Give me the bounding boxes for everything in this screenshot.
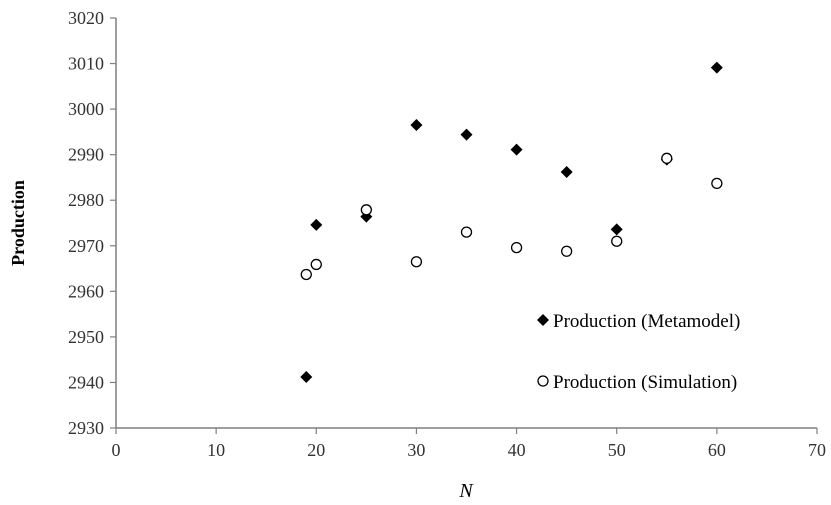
legend-label-metamodel: Production (Metamodel) bbox=[553, 311, 740, 332]
simulation-point bbox=[661, 152, 673, 164]
x-tick-label: 20 bbox=[307, 440, 325, 460]
metamodel-point bbox=[410, 119, 423, 132]
metamodel-point bbox=[710, 61, 723, 74]
axes bbox=[115, 18, 817, 429]
simulation-point bbox=[611, 235, 623, 247]
x-tick-label: 0 bbox=[112, 440, 121, 460]
simulation-point bbox=[300, 268, 312, 281]
x-tick-label: 50 bbox=[608, 440, 626, 460]
simulation-point bbox=[510, 241, 523, 254]
y-ticks: 2930 2940 2950 2960 2970 2980 2990 3000 3010 3020 bbox=[68, 8, 116, 438]
x-tick-label: 70 bbox=[808, 440, 826, 460]
legend-circle-marker bbox=[537, 375, 549, 387]
y-axis-title: Production bbox=[8, 180, 28, 266]
y-tick-label: 2960 bbox=[68, 281, 104, 301]
legend-item-metamodel: Production (Metamodel) bbox=[537, 311, 740, 332]
metamodel-point bbox=[510, 143, 523, 156]
simulation-point bbox=[560, 245, 573, 257]
metamodel-point bbox=[300, 370, 313, 383]
simulation-point bbox=[711, 177, 723, 190]
legend-diamond-marker bbox=[537, 314, 549, 326]
y-tick-label: 3010 bbox=[68, 54, 104, 74]
simulation-point bbox=[310, 258, 322, 271]
x-tick-label: 60 bbox=[708, 440, 726, 460]
y-tick-label: 2980 bbox=[68, 190, 104, 210]
x-tick-label: 30 bbox=[407, 440, 425, 460]
y-tick-label: 3000 bbox=[68, 99, 104, 119]
simulation-point bbox=[410, 256, 423, 268]
data-points bbox=[300, 61, 723, 383]
legend: Production (Metamodel) Production (Simul… bbox=[537, 311, 740, 393]
y-tick-label: 3020 bbox=[68, 8, 104, 28]
simulation-point bbox=[460, 226, 473, 238]
x-tick-label: 10 bbox=[207, 440, 225, 460]
y-tick-label: 2990 bbox=[68, 145, 104, 165]
simulation-point bbox=[360, 204, 373, 216]
y-tick-label: 2970 bbox=[68, 236, 104, 256]
metamodel-point bbox=[610, 223, 623, 236]
y-tick-label: 2950 bbox=[68, 327, 104, 347]
x-axis-title: N bbox=[458, 480, 474, 502]
metamodel-point bbox=[560, 165, 573, 178]
x-tick-label: 40 bbox=[508, 440, 526, 460]
legend-label-simulation: Production (Simulation) bbox=[553, 372, 737, 393]
x-ticks: 0 10 20 30 40 50 60 70 bbox=[112, 428, 826, 460]
metamodel-point bbox=[460, 128, 473, 141]
y-tick-label: 2930 bbox=[68, 418, 104, 438]
y-tick-label: 2940 bbox=[68, 372, 104, 392]
metamodel-point bbox=[310, 218, 323, 231]
legend-item-simulation: Production (Simulation) bbox=[537, 372, 737, 393]
